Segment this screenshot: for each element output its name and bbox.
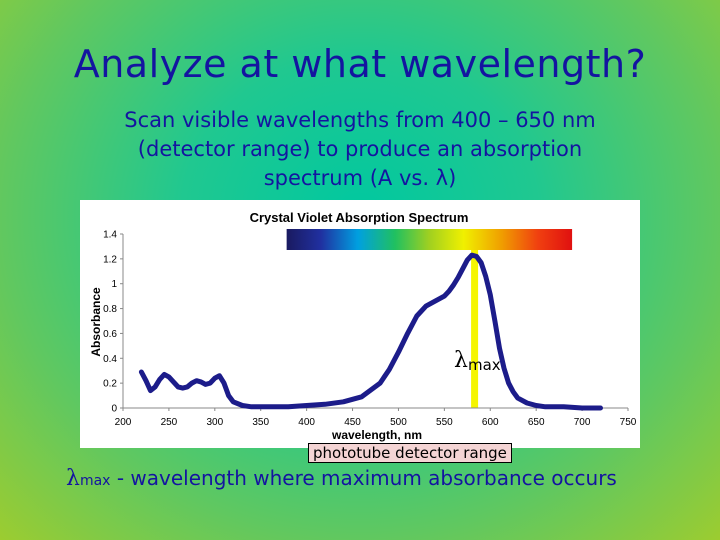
- slide-title: Analyze at what wavelength?: [73, 42, 647, 86]
- absorption-chart: Crystal Violet Absorption Spectrum 0 0.2 0…: [80, 200, 640, 448]
- y-tick-label: 0.8: [103, 304, 117, 315]
- y-tick-label: 0.2: [103, 379, 117, 390]
- x-axis-label: wavelength, nm: [331, 428, 422, 442]
- y-tick-labels: 0 0.2 0.4 0.6 0.8 1 1.2 1.4: [103, 230, 123, 415]
- lambda-symbol: λ: [454, 348, 468, 373]
- subtitle-line-2: (detector range) to produce an absorptio…: [137, 137, 583, 161]
- x-tick-label: 450: [344, 417, 361, 428]
- x-tick-label: 400: [298, 417, 315, 428]
- lambda-sub: max: [468, 356, 501, 374]
- x-tick-label: 300: [206, 417, 223, 428]
- definition-lambda-symbol: λ: [66, 466, 80, 491]
- y-tick-label: 1.4: [103, 230, 117, 241]
- lambda-max-marker: [471, 250, 479, 408]
- x-tick-label: 650: [528, 417, 545, 428]
- chart-canvas: Crystal Violet Absorption Spectrum 00.20…: [89, 210, 637, 442]
- absorbance-curve: [138, 252, 603, 411]
- y-tick-label: 1: [111, 279, 117, 290]
- definition-lambda-sub: max: [79, 473, 111, 489]
- y-axis-label: Absorbance: [89, 287, 103, 357]
- y-tick-label: 0.6: [103, 329, 117, 340]
- x-tick-labels: 200 250 300 350 400 450 500 550 600 650 700 750: [115, 408, 637, 428]
- x-tick-label: 750: [620, 417, 637, 428]
- chart-title: Crystal Violet Absorption Spectrum: [250, 210, 469, 225]
- x-tick-label: 350: [252, 417, 269, 428]
- definition-text: - wavelength where maximum absorbance oc…: [110, 466, 617, 490]
- x-tick-label: 200: [115, 417, 132, 428]
- y-tick-label: 0.4: [103, 354, 117, 365]
- x-tick-label: 550: [436, 417, 453, 428]
- y-tick-label: 0: [111, 404, 117, 415]
- lambda-max-annotation: λmax: [454, 348, 501, 374]
- x-tick-label: 500: [390, 417, 407, 428]
- x-tick-label: 700: [574, 417, 591, 428]
- y-tick-label: 1.2: [103, 254, 117, 265]
- slide-subtitle: Scan visible wavelengths from 400 – 650 …: [90, 106, 630, 193]
- subtitle-line-1: Scan visible wavelengths from 400 – 650 …: [124, 108, 596, 132]
- visible-spectrum-bar: [286, 229, 573, 250]
- subtitle-line-3: spectrum (A vs. λ): [263, 166, 457, 190]
- x-tick-label: 250: [161, 417, 178, 428]
- detector-range-label: phototube detector range: [308, 443, 512, 463]
- lambda-max-definition: λmax - wavelength where maximum absorban…: [66, 466, 706, 491]
- x-tick-label: 600: [482, 417, 499, 428]
